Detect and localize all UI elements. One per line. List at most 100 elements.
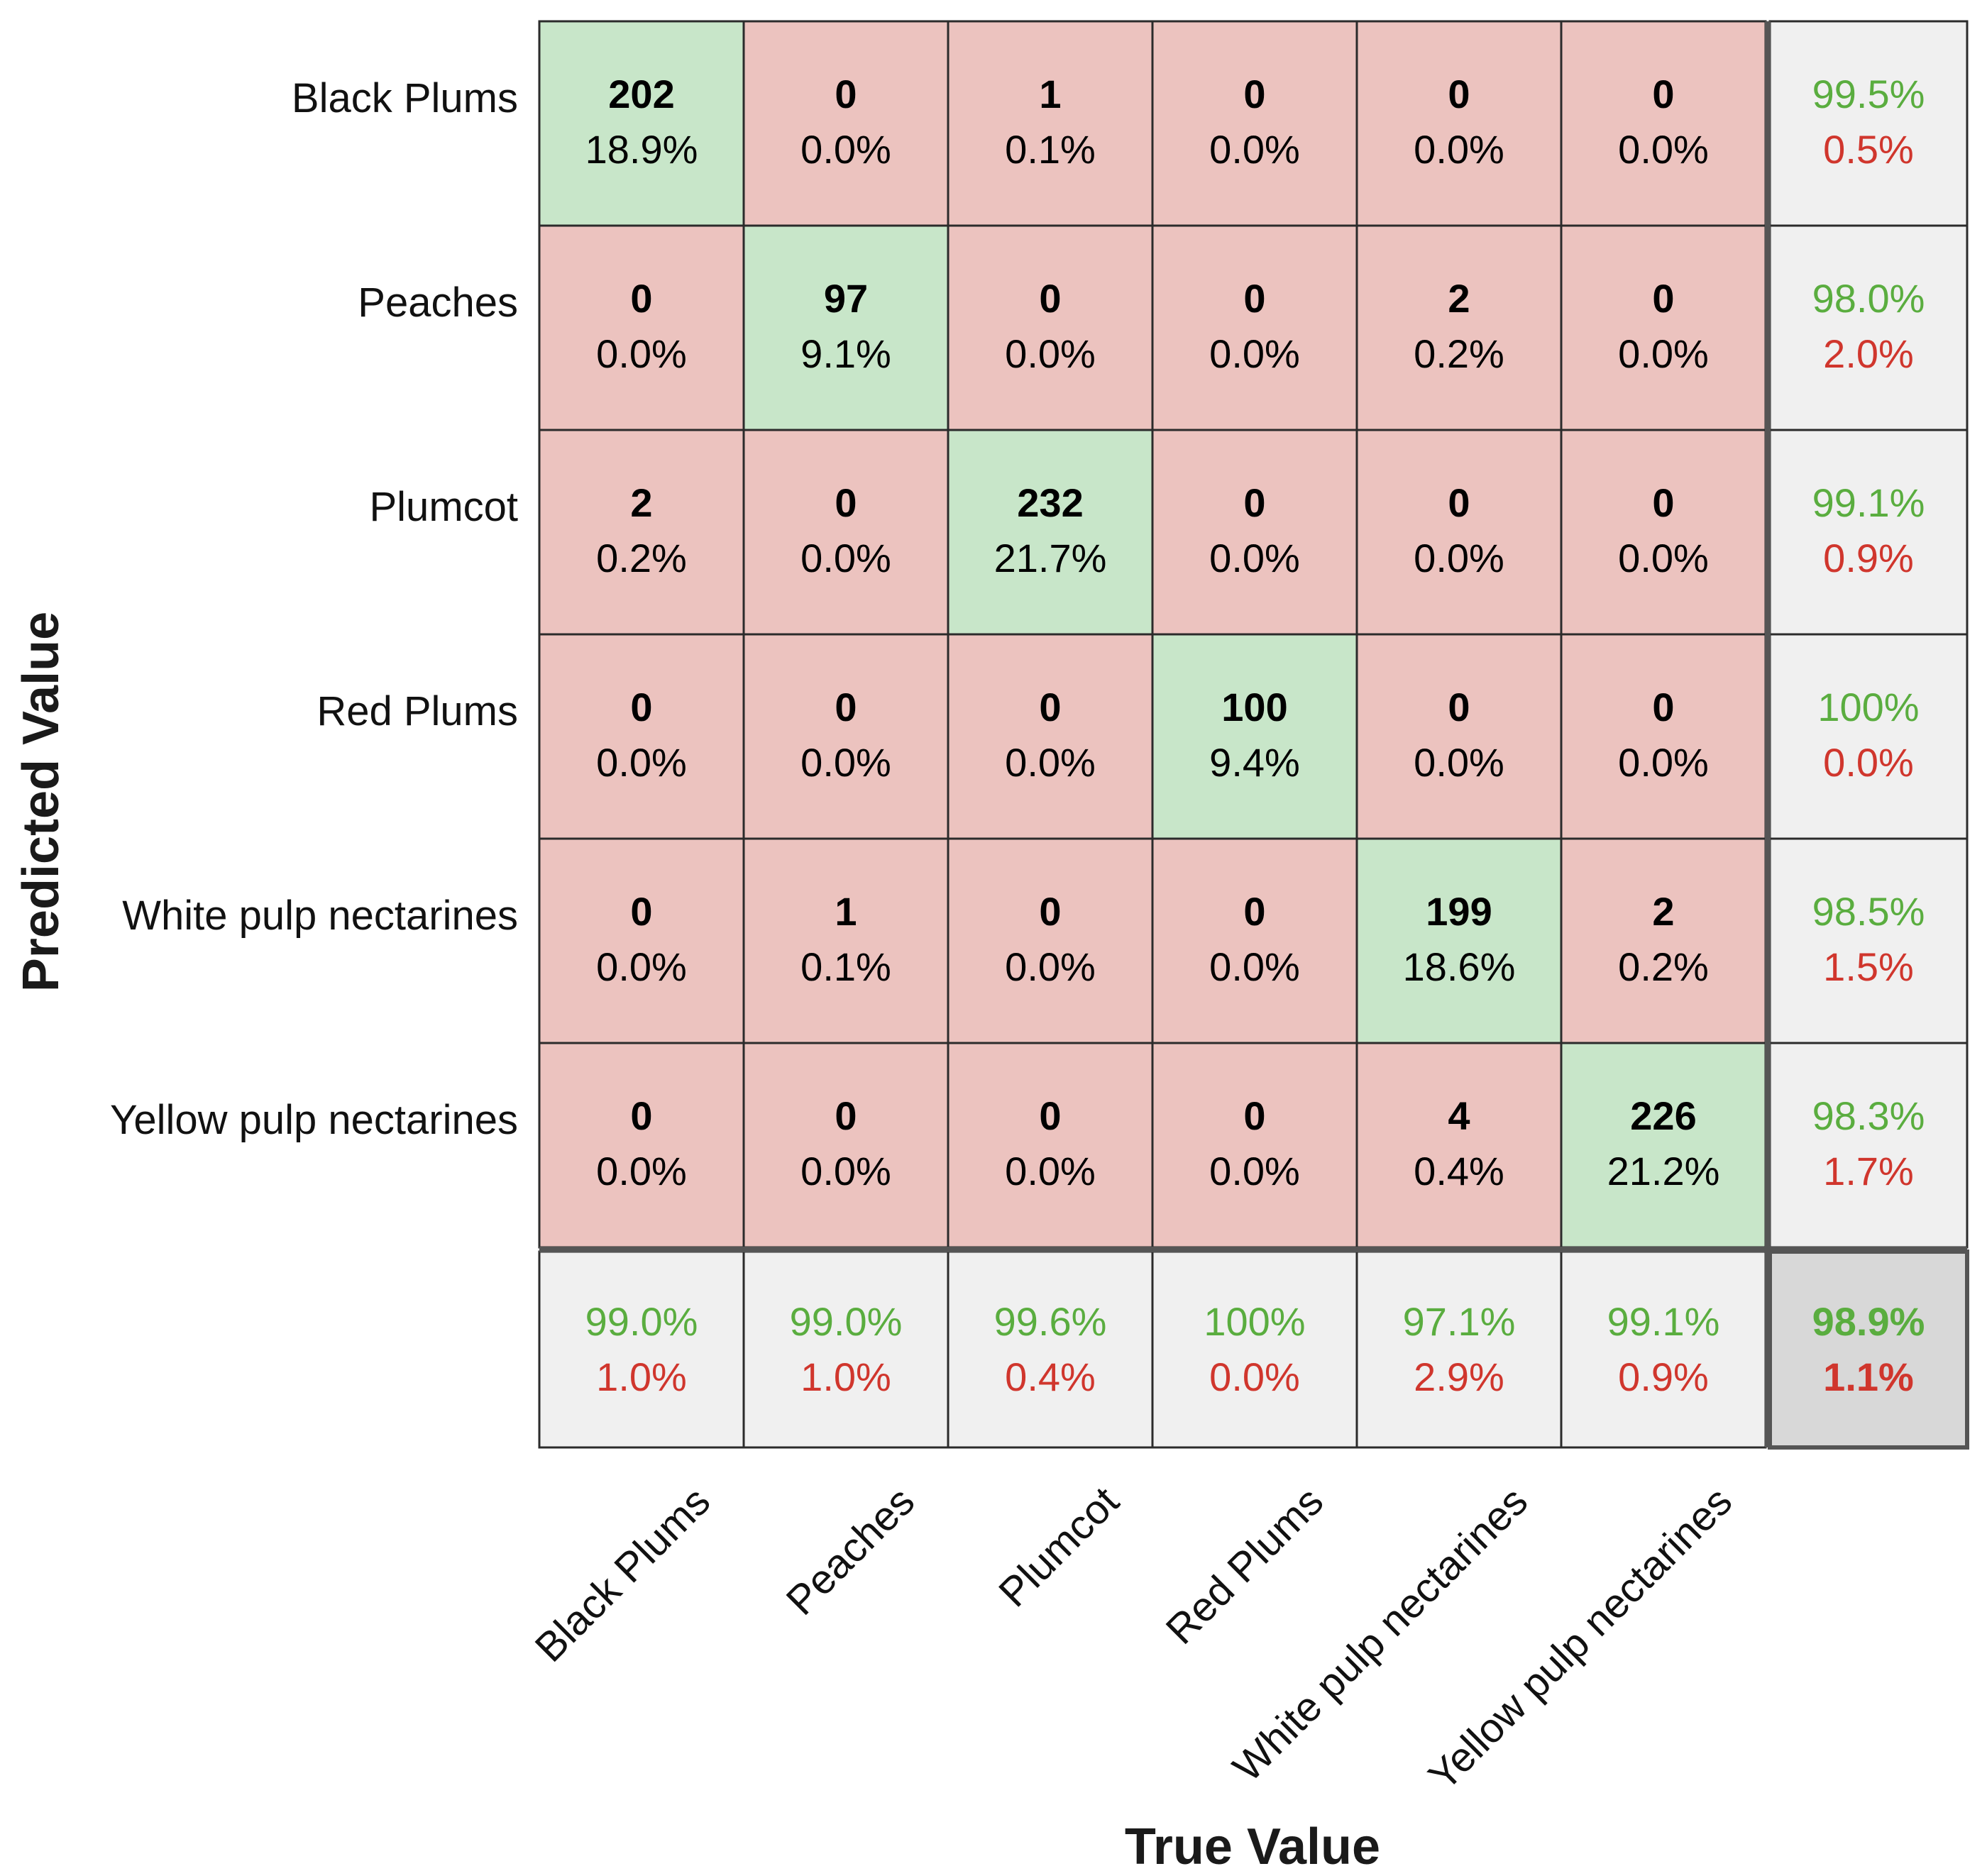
matrix-cell: 226 21.2% xyxy=(1560,1042,1767,1249)
cell-percent: 0.0% xyxy=(1414,536,1504,580)
cell-count: 0 xyxy=(630,1093,652,1138)
row-label: Peaches xyxy=(358,280,518,326)
column-summary-correct: 99.0% xyxy=(585,1299,698,1344)
offdiagonal-cell-fill xyxy=(742,1042,950,1249)
offdiagonal-cell-fill xyxy=(947,224,1154,431)
matrix-cells: 20218.9%00.0%10.1%00.0%00.0%00.0%00.0%97… xyxy=(538,20,1767,1249)
row-label: Plumcot xyxy=(369,484,518,530)
matrix-cell: 0 0.0% xyxy=(742,20,950,227)
x-axis-title: True Value xyxy=(1125,1819,1380,1875)
column-summary-fill xyxy=(1355,1250,1563,1449)
column-summary-incorrect: 2.9% xyxy=(1414,1354,1504,1399)
overall-correct: 98.9% xyxy=(1812,1299,1925,1344)
cell-count: 0 xyxy=(1652,276,1674,321)
cell-count: 0 xyxy=(835,685,857,729)
row-summary-fill xyxy=(1768,1042,1969,1249)
matrix-cell: 199 18.6% xyxy=(1355,837,1563,1044)
cell-count: 2 xyxy=(1448,276,1470,321)
cell-percent: 21.7% xyxy=(994,536,1107,580)
cell-percent: 0.0% xyxy=(1005,944,1096,989)
matrix-cell: 0 0.0% xyxy=(1355,20,1563,227)
matrix-cell: 0 0.0% xyxy=(1151,1042,1358,1249)
cell-percent: 9.4% xyxy=(1209,740,1300,785)
cell-percent: 0.0% xyxy=(1414,127,1504,172)
column-label: Black Plums xyxy=(527,1478,720,1671)
matrix-cell: 0 0.0% xyxy=(742,1042,950,1249)
offdiagonal-cell-fill xyxy=(538,1042,745,1249)
column-summary-fill xyxy=(538,1250,745,1449)
cell-count: 0 xyxy=(1652,685,1674,729)
matrix-cell: 0 0.0% xyxy=(1355,429,1563,636)
cell-count: 0 xyxy=(1243,276,1265,321)
cell-count: 0 xyxy=(1039,276,1061,321)
column-summary-fill xyxy=(947,1250,1154,1449)
offdiagonal-cell-fill xyxy=(538,633,745,840)
cell-count: 0 xyxy=(630,276,652,321)
row-summary-incorrect: 0.5% xyxy=(1823,127,1914,172)
row-label: Yellow pulp nectarines xyxy=(110,1097,518,1143)
diagonal-cell-fill xyxy=(742,224,950,431)
matrix-cell: 0 0.0% xyxy=(1560,429,1767,636)
offdiagonal-cell-fill xyxy=(947,633,1154,840)
offdiagonal-cell-fill xyxy=(742,429,950,636)
matrix-cell: 1 0.1% xyxy=(947,20,1154,227)
cell-count: 0 xyxy=(630,889,652,934)
cell-count: 0 xyxy=(1243,889,1265,934)
cell-percent: 0.0% xyxy=(596,740,687,785)
cell-count: 97 xyxy=(824,276,868,321)
column-summary-fill xyxy=(1560,1250,1767,1449)
column-summary-correct: 99.1% xyxy=(1607,1299,1720,1344)
cell-count: 0 xyxy=(1039,1093,1061,1138)
overall-incorrect: 1.1% xyxy=(1823,1354,1914,1399)
offdiagonal-cell-fill xyxy=(742,633,950,840)
offdiagonal-cell-fill xyxy=(1560,224,1767,431)
cell-percent: 0.1% xyxy=(1005,127,1096,172)
column-summary-correct: 99.6% xyxy=(994,1299,1107,1344)
offdiagonal-cell-fill xyxy=(742,20,950,227)
cell-count: 0 xyxy=(1448,72,1470,116)
row-summary-correct: 100% xyxy=(1817,685,1919,729)
offdiagonal-cell-fill xyxy=(947,1042,1154,1249)
cell-count: 0 xyxy=(835,1093,857,1138)
cell-count: 0 xyxy=(1652,72,1674,116)
cell-count: 0 xyxy=(1243,480,1265,525)
offdiagonal-cell-fill xyxy=(538,837,745,1044)
cell-percent: 0.0% xyxy=(1618,127,1709,172)
matrix-cell: 0 0.0% xyxy=(1560,20,1767,227)
row-summary-cell: 99.1% 0.9% xyxy=(1768,429,1969,636)
diagonal-cell-fill xyxy=(1560,1042,1767,1249)
cell-percent: 0.0% xyxy=(596,1149,687,1193)
diagonal-cell-fill xyxy=(538,20,745,227)
offdiagonal-cell-fill xyxy=(538,224,745,431)
column-summary-cell: 100% 0.0% xyxy=(1151,1250,1358,1449)
column-summary-incorrect: 0.4% xyxy=(1005,1354,1096,1399)
offdiagonal-cell-fill xyxy=(1355,633,1563,840)
column-summary-correct: 100% xyxy=(1204,1299,1305,1344)
offdiagonal-cell-fill xyxy=(538,429,745,636)
row-summary-incorrect: 1.5% xyxy=(1823,944,1914,989)
cell-count: 0 xyxy=(1243,1093,1265,1138)
column-summary-incorrect: 1.0% xyxy=(800,1354,891,1399)
cell-count: 0 xyxy=(1652,480,1674,525)
diagonal-cell-fill xyxy=(947,429,1154,636)
matrix-cell: 4 0.4% xyxy=(1355,1042,1563,1249)
row-summary-fill xyxy=(1768,837,1969,1044)
matrix-cell: 0 0.0% xyxy=(1560,224,1767,431)
offdiagonal-cell-fill xyxy=(1355,20,1563,227)
cell-percent: 0.0% xyxy=(1005,331,1096,376)
column-summary-cell: 99.6% 0.4% xyxy=(947,1250,1154,1449)
cell-count: 2 xyxy=(630,480,652,525)
cell-percent: 0.0% xyxy=(1005,740,1096,785)
cell-percent: 0.0% xyxy=(1414,740,1504,785)
row-summary-correct: 98.3% xyxy=(1812,1093,1925,1138)
offdiagonal-cell-fill xyxy=(1151,429,1358,636)
offdiagonal-cell-fill xyxy=(1151,837,1358,1044)
row-summary-cell: 99.5% 0.5% xyxy=(1768,20,1969,227)
cell-count: 0 xyxy=(1039,685,1061,729)
row-summary-correct: 99.1% xyxy=(1812,480,1925,525)
matrix-cell: 0 0.0% xyxy=(538,837,745,1044)
column-summary-cell: 97.1% 2.9% xyxy=(1355,1250,1563,1449)
overall-cell-border xyxy=(1768,1249,1969,1450)
column-summary-fill xyxy=(1151,1250,1358,1449)
offdiagonal-cell-fill xyxy=(1560,633,1767,840)
